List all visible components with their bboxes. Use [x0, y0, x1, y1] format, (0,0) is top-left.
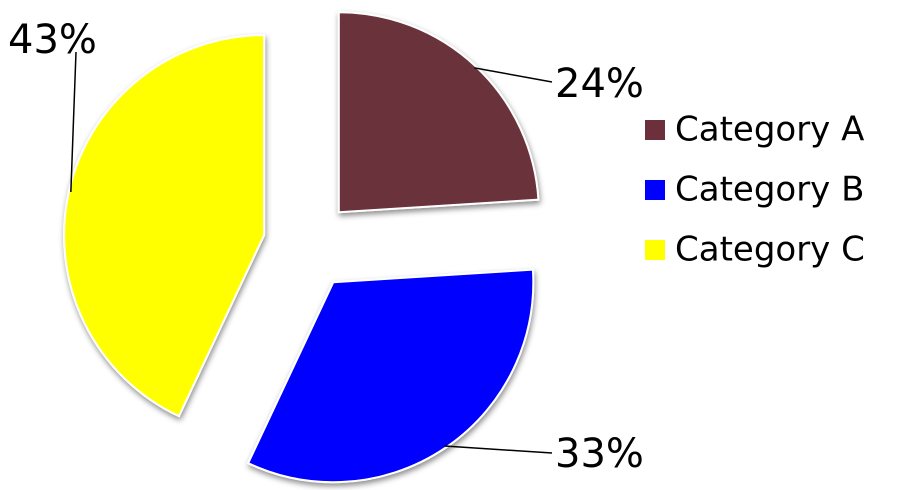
leader-line-category-a — [474, 67, 553, 83]
legend-label-category-c: Category C — [675, 230, 865, 270]
data-label-category-b: 33% — [555, 431, 644, 477]
leader-line-category-b — [444, 445, 553, 454]
data-label-category-a: 24% — [555, 61, 644, 107]
legend-swatch-category-c — [645, 240, 665, 260]
pie-slices — [63, 11, 540, 484]
leader-line-category-c — [70, 51, 77, 193]
pie-slice-category-c — [63, 34, 266, 418]
pie-slice-category-b — [246, 268, 535, 484]
legend: Category A Category B Category C — [645, 110, 865, 270]
legend-swatch-category-a — [645, 120, 665, 140]
data-labels: 24% 33% 43% — [8, 17, 644, 477]
legend-label-category-a: Category A — [675, 110, 864, 150]
data-label-category-c: 43% — [8, 17, 97, 63]
leader-lines — [70, 51, 553, 454]
pie-slice-category-a — [337, 11, 540, 214]
legend-label-category-b: Category B — [675, 170, 864, 210]
legend-swatch-category-b — [645, 180, 665, 200]
